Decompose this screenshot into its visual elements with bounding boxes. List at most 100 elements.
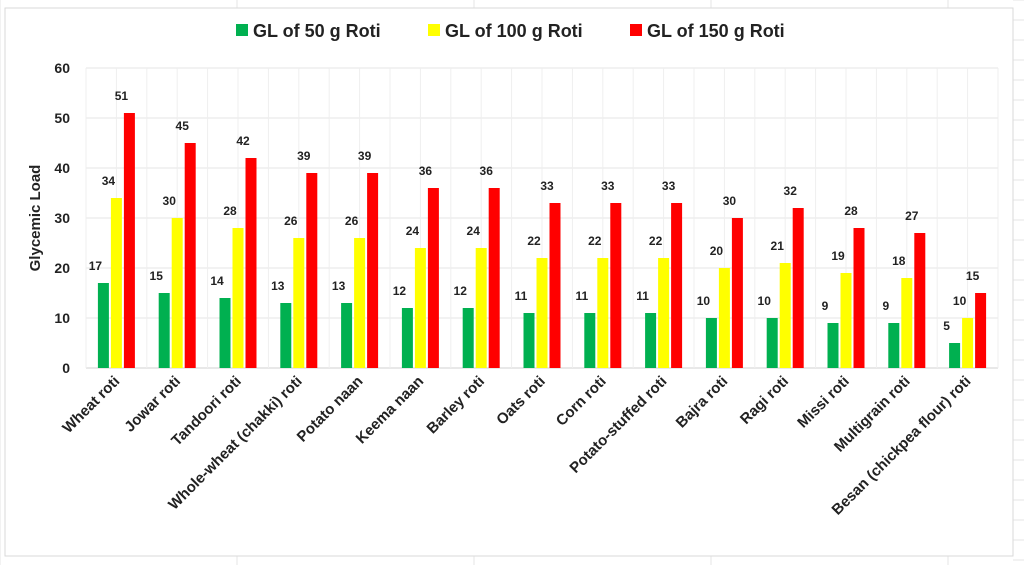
bar (475, 248, 487, 368)
data-label: 39 (358, 149, 372, 163)
data-label: 14 (210, 274, 224, 288)
data-label: 22 (649, 234, 663, 248)
bar (888, 323, 900, 368)
bar (718, 268, 730, 368)
data-label: 11 (575, 289, 588, 303)
data-label: 10 (758, 294, 772, 308)
data-label: 11 (515, 289, 528, 303)
bar (792, 208, 804, 368)
bar (110, 198, 122, 368)
y-tick-label: 10 (54, 310, 70, 326)
bar (245, 158, 257, 368)
data-label: 33 (662, 179, 676, 193)
bar (949, 343, 961, 368)
bar (184, 143, 196, 368)
bar (731, 218, 743, 368)
data-label: 45 (176, 119, 190, 133)
bar (658, 258, 670, 368)
legend-label: GL of 50 g Roti (253, 21, 381, 41)
bar (779, 263, 791, 368)
bar (536, 258, 548, 368)
legend-swatch (236, 24, 248, 36)
bar (462, 308, 474, 368)
data-label: 24 (406, 224, 420, 238)
bar (427, 188, 439, 368)
bar (766, 318, 778, 368)
bar (597, 258, 609, 368)
bar (914, 233, 926, 368)
data-label: 26 (284, 214, 298, 228)
bar (523, 313, 535, 368)
bar (671, 203, 683, 368)
data-label: 18 (892, 254, 906, 268)
bar (123, 113, 135, 368)
data-label: 9 (882, 299, 889, 313)
bar (414, 248, 426, 368)
legend: GL of 50 g Roti GL of 100 g Roti GL of 150… (236, 21, 785, 41)
data-label: 42 (236, 134, 250, 148)
data-label: 26 (345, 214, 359, 228)
legend-swatch (428, 24, 440, 36)
bar (306, 173, 318, 368)
data-label: 30 (163, 194, 177, 208)
bar (401, 308, 413, 368)
data-label: 36 (419, 164, 433, 178)
bar (827, 323, 839, 368)
data-label: 33 (540, 179, 554, 193)
bar (158, 293, 170, 368)
data-label: 27 (905, 209, 919, 223)
legend-swatch (630, 24, 642, 36)
bar (840, 273, 852, 368)
bar (354, 238, 366, 368)
bar (584, 313, 596, 368)
data-label: 12 (393, 284, 407, 298)
bar (488, 188, 500, 368)
bar (549, 203, 561, 368)
data-label: 10 (697, 294, 711, 308)
data-label: 51 (115, 89, 129, 103)
y-tick-label: 60 (54, 60, 70, 76)
bar (645, 313, 657, 368)
bar (293, 238, 305, 368)
data-label: 17 (89, 259, 103, 273)
legend-label: GL of 100 g Roti (445, 21, 583, 41)
data-label: 10 (953, 294, 967, 308)
bar (219, 298, 231, 368)
data-label: 33 (601, 179, 615, 193)
y-tick-label: 40 (54, 160, 70, 176)
bar (962, 318, 974, 368)
y-axis-ticks: 0 10 20 30 40 50 60 (54, 60, 70, 376)
bar (280, 303, 292, 368)
bar (610, 203, 622, 368)
data-label: 19 (831, 249, 845, 263)
bar (975, 293, 987, 368)
data-label: 30 (723, 194, 737, 208)
data-label: 36 (480, 164, 494, 178)
y-axis-label: Glycemic Load (27, 165, 44, 272)
data-label: 12 (454, 284, 468, 298)
y-tick-label: 50 (54, 110, 70, 126)
data-label: 39 (297, 149, 311, 163)
legend-label: GL of 150 g Roti (647, 21, 785, 41)
data-label: 28 (844, 204, 858, 218)
bar (901, 278, 913, 368)
data-label: 21 (771, 239, 785, 253)
data-label: 15 (150, 269, 164, 283)
bar (341, 303, 353, 368)
bar (705, 318, 717, 368)
data-label: 32 (784, 184, 798, 198)
data-label: 15 (966, 269, 980, 283)
y-tick-label: 20 (54, 260, 70, 276)
data-label: 28 (223, 204, 237, 218)
data-label: 13 (332, 279, 346, 293)
bar (853, 228, 865, 368)
data-label: 22 (588, 234, 602, 248)
y-tick-label: 0 (62, 360, 70, 376)
data-label: 11 (636, 289, 649, 303)
bars: 17 15 14 13 13 12 12 11 11 11 10 10 9 9 5 34 30 28 26 26 24 2… (89, 89, 987, 368)
y-tick-label: 30 (54, 210, 70, 226)
data-label: 24 (467, 224, 481, 238)
data-label: 9 (822, 299, 829, 313)
data-label: 34 (102, 174, 116, 188)
